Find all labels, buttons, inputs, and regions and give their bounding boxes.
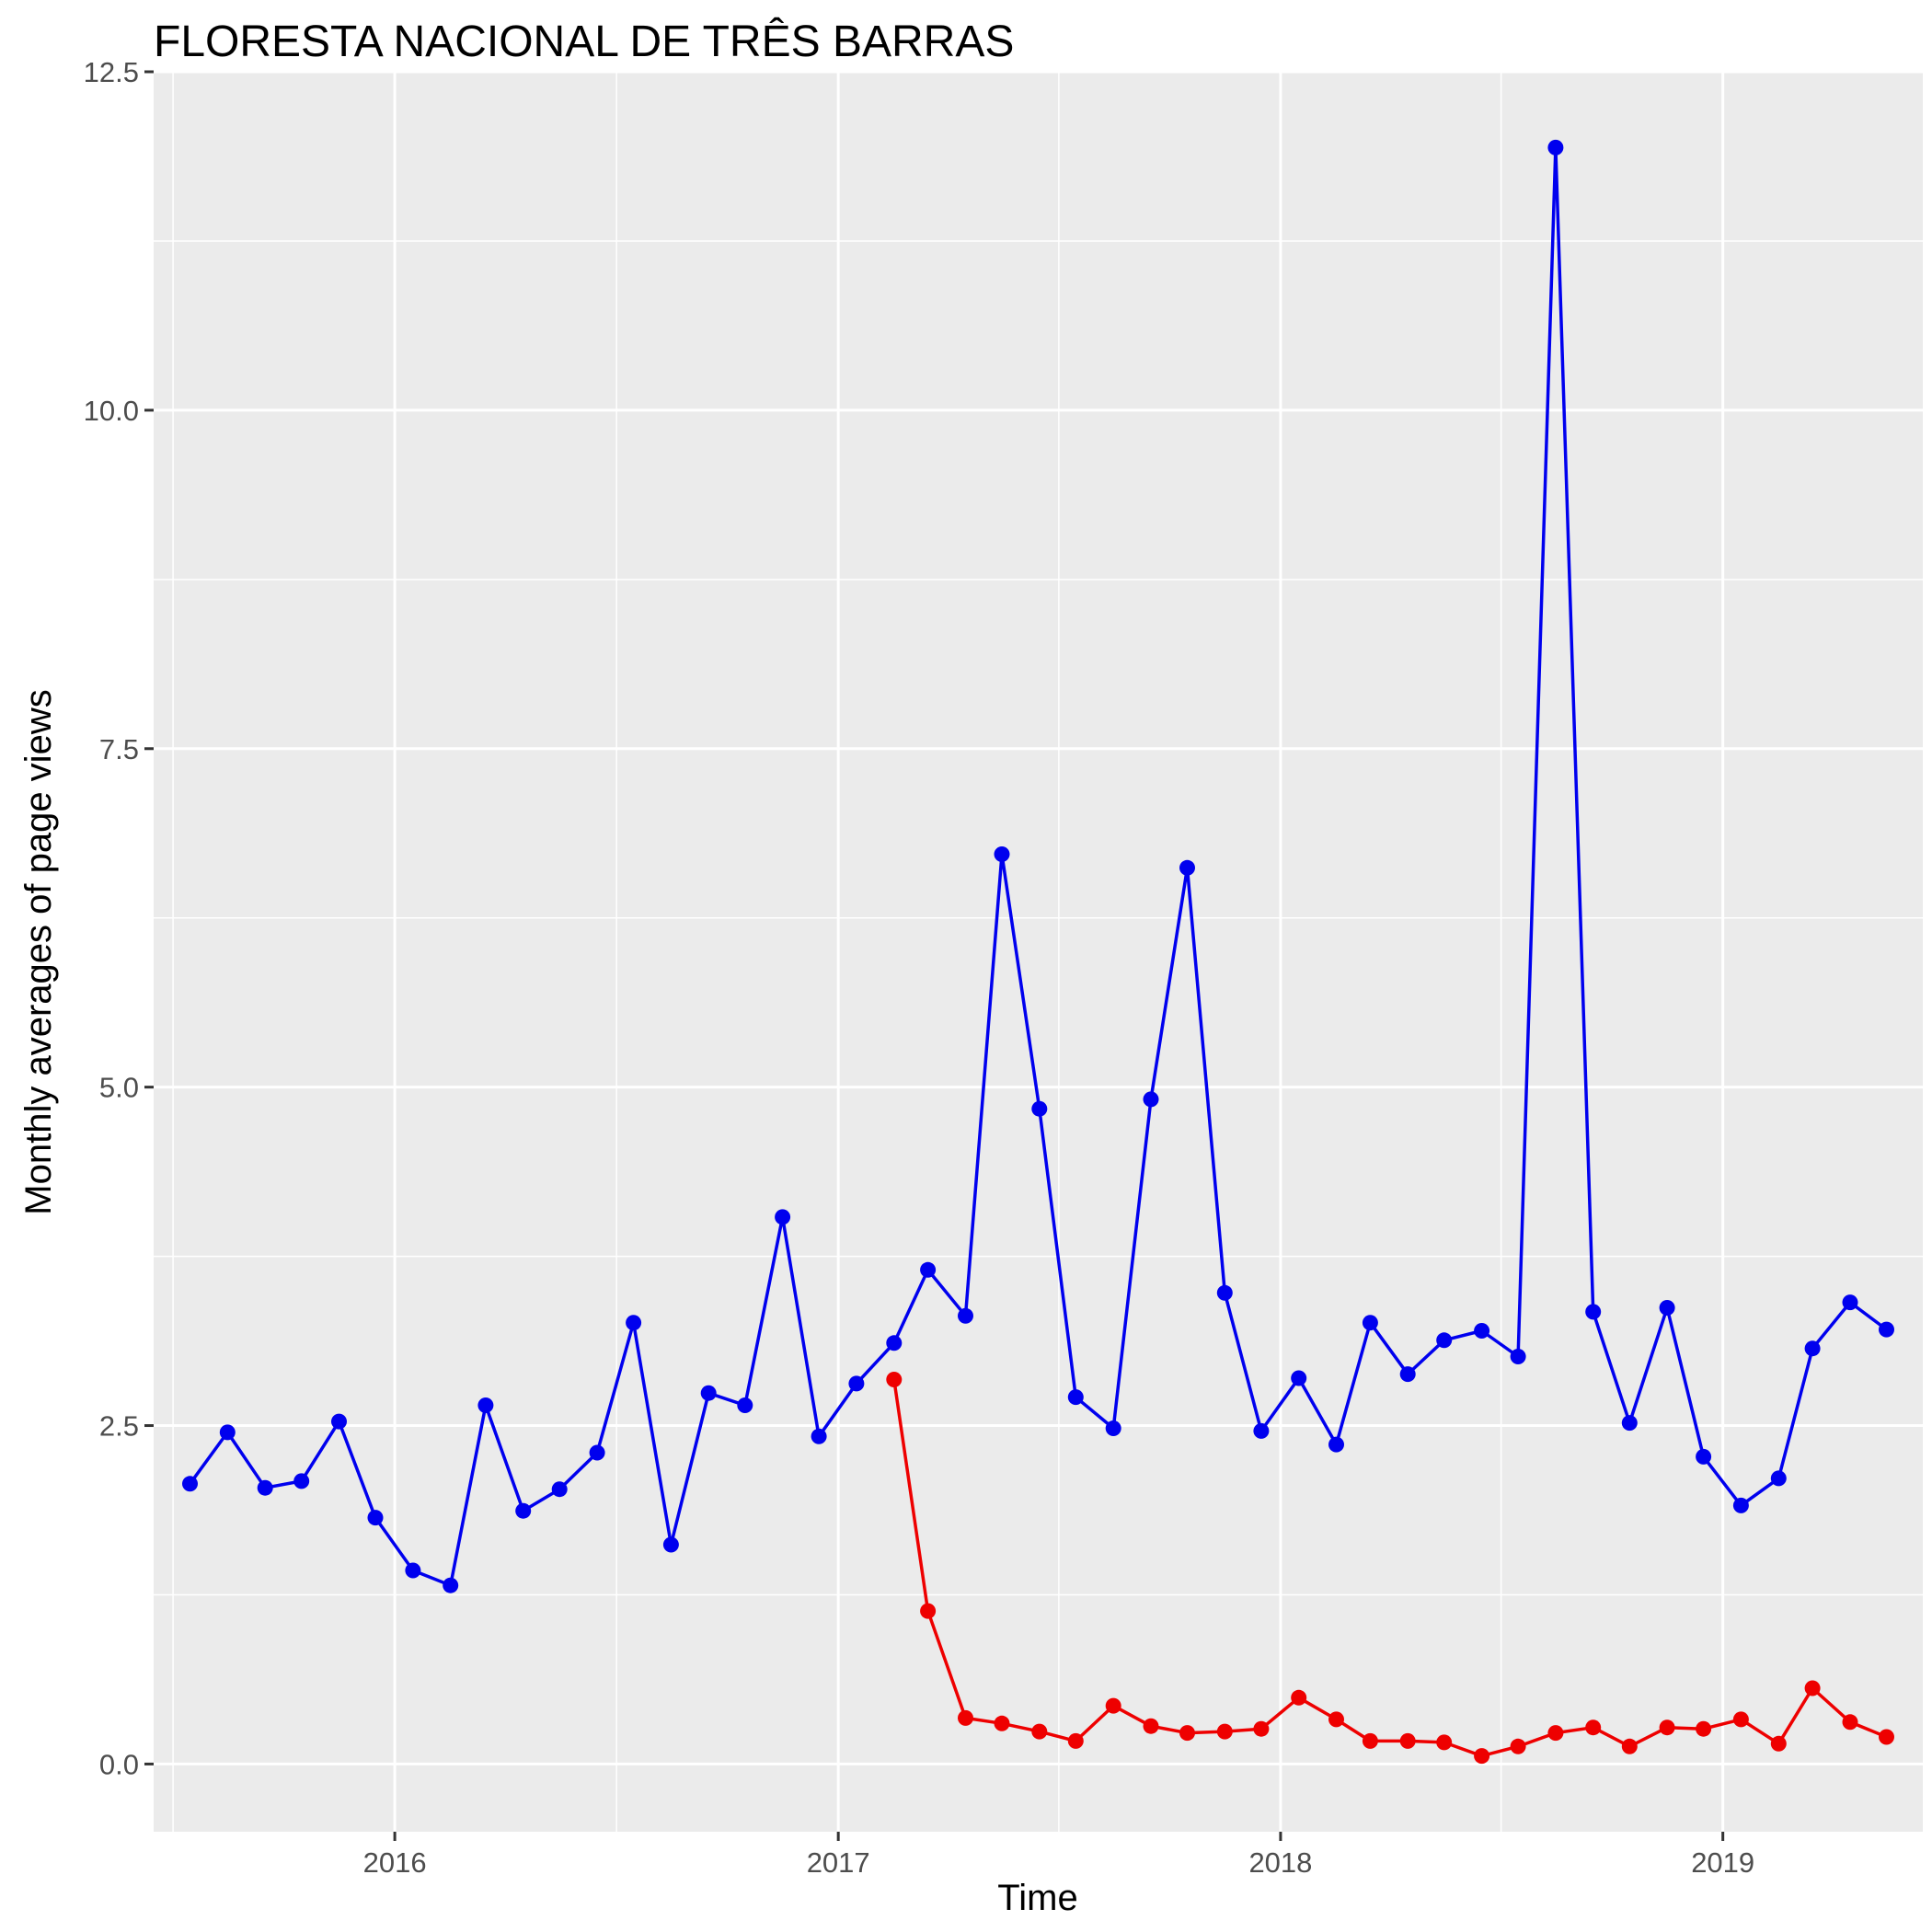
data-point	[994, 1715, 1010, 1731]
data-point	[443, 1577, 459, 1593]
data-point	[1067, 1732, 1084, 1749]
data-point	[1474, 1748, 1490, 1765]
data-point	[367, 1510, 384, 1526]
data-point	[477, 1397, 494, 1413]
series-layer	[182, 139, 1894, 1765]
data-point	[293, 1473, 310, 1489]
chart-title: FLORESTA NACIONAL DE TRÊS BARRAS	[154, 17, 1014, 66]
y-tick-label: 5.0	[99, 1072, 139, 1104]
data-point	[257, 1479, 273, 1496]
data-point	[920, 1603, 937, 1619]
data-point	[1621, 1415, 1638, 1432]
data-point	[1143, 1091, 1159, 1108]
data-point	[1696, 1720, 1712, 1737]
data-point	[1842, 1714, 1858, 1731]
data-point	[1770, 1470, 1787, 1487]
data-point	[1105, 1420, 1121, 1436]
data-point	[1399, 1366, 1416, 1383]
data-point	[1105, 1697, 1121, 1714]
plot-panel	[154, 72, 1923, 1832]
data-point	[1547, 1725, 1564, 1742]
y-tick-label: 2.5	[99, 1410, 139, 1443]
data-point	[182, 1476, 198, 1492]
data-point	[1216, 1284, 1233, 1301]
data-point	[848, 1375, 865, 1392]
data-point	[1510, 1738, 1526, 1754]
data-point	[1659, 1719, 1675, 1736]
data-point	[1732, 1497, 1749, 1513]
y-axis: 0.0 2.5 5.0 7.5 10.0 12.5	[84, 56, 154, 1780]
y-tick-label: 0.0	[99, 1748, 139, 1780]
data-point	[1547, 139, 1564, 155]
data-point	[1031, 1100, 1048, 1117]
data-point	[1362, 1315, 1378, 1331]
series-line-2	[892, 1379, 1888, 1758]
data-point	[1067, 1389, 1084, 1406]
data-point	[1143, 1718, 1159, 1734]
x-tick-label: 2019	[1691, 1846, 1754, 1879]
data-point	[737, 1397, 753, 1413]
data-point	[1362, 1732, 1378, 1749]
data-point	[1436, 1734, 1453, 1751]
y-tick-label: 12.5	[84, 56, 139, 88]
y-axis-title: Monthly averages of page views	[18, 689, 59, 1214]
data-point	[1179, 859, 1195, 876]
x-tick-label: 2017	[807, 1846, 870, 1879]
data-point	[331, 1413, 347, 1430]
data-point	[1474, 1323, 1490, 1339]
data-point	[551, 1481, 568, 1498]
data-point	[1216, 1723, 1233, 1740]
data-point	[1696, 1448, 1712, 1465]
data-point	[515, 1502, 532, 1519]
data-point	[1770, 1735, 1787, 1752]
data-point	[811, 1428, 827, 1444]
y-tick-label: 10.0	[84, 395, 139, 427]
data-point	[1732, 1711, 1749, 1728]
data-point	[1585, 1719, 1602, 1736]
x-tick-label: 2016	[363, 1846, 427, 1879]
data-point	[405, 1562, 421, 1579]
data-point	[1436, 1332, 1453, 1349]
data-point	[1804, 1340, 1821, 1357]
data-point	[1031, 1723, 1048, 1740]
data-point	[1399, 1732, 1416, 1749]
data-point	[1253, 1422, 1270, 1439]
x-axis-title: Time	[997, 1878, 1077, 1918]
data-point	[1842, 1294, 1858, 1311]
y-tick-label: 7.5	[99, 733, 139, 765]
data-point	[1253, 1720, 1270, 1737]
data-point	[1585, 1304, 1602, 1320]
data-point	[920, 1261, 937, 1278]
data-point	[958, 1307, 973, 1324]
data-point	[994, 846, 1010, 862]
data-point	[958, 1709, 973, 1726]
data-point	[1328, 1711, 1344, 1728]
data-point	[589, 1444, 605, 1461]
x-tick-label: 2018	[1248, 1846, 1312, 1879]
data-point	[662, 1536, 679, 1553]
data-point	[1328, 1436, 1344, 1453]
data-point	[1879, 1729, 1894, 1745]
data-point	[1804, 1680, 1821, 1696]
data-point	[1879, 1321, 1894, 1338]
data-point	[1179, 1725, 1195, 1742]
data-point	[886, 1372, 903, 1387]
data-point	[1510, 1349, 1526, 1364]
data-point	[1291, 1689, 1307, 1706]
data-point	[775, 1209, 791, 1225]
x-axis: 2016 2017 2018 2019	[363, 1832, 1754, 1879]
data-point	[626, 1315, 642, 1331]
data-point	[1621, 1738, 1638, 1754]
data-point	[219, 1424, 236, 1441]
data-point	[1291, 1370, 1307, 1386]
data-point	[886, 1335, 903, 1351]
data-point	[700, 1385, 717, 1401]
data-point	[1659, 1300, 1675, 1316]
